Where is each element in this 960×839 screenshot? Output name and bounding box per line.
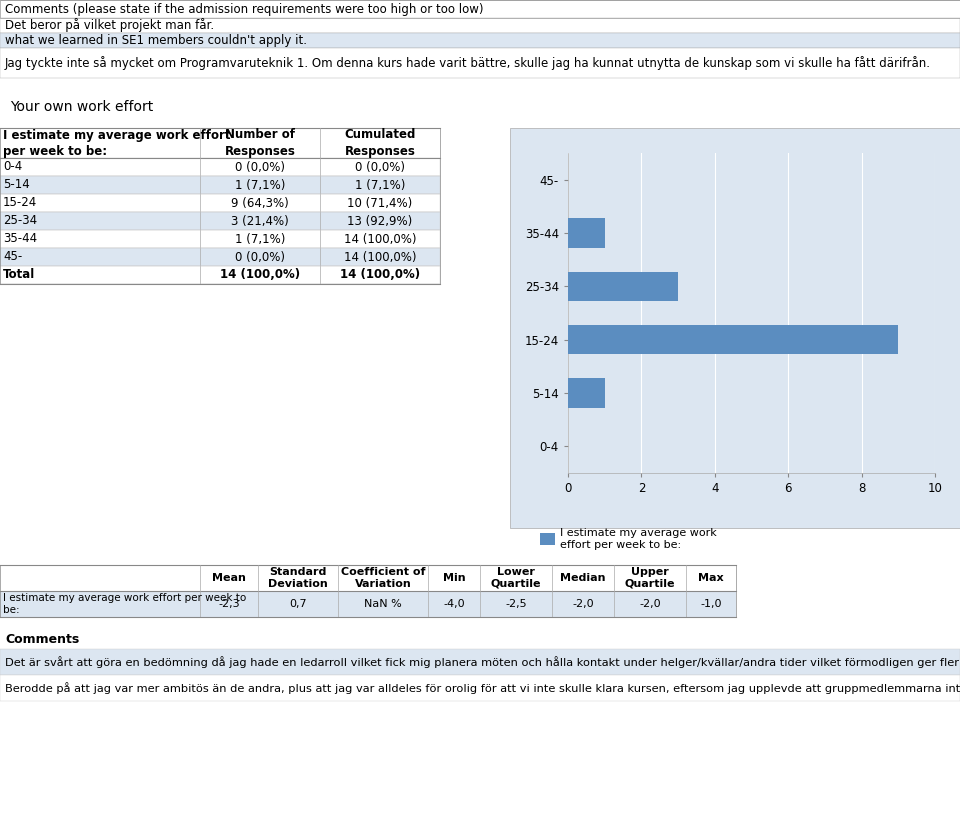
Bar	[568, 218, 605, 248]
Text: I estimate my average work
effort per week to be:: I estimate my average work effort per we…	[560, 528, 717, 550]
Text: Det beror på vilket projekt man får.: Det beror på vilket projekt man får.	[5, 18, 214, 33]
Text: -2,5: -2,5	[505, 599, 527, 609]
Text: 14 (100,0%): 14 (100,0%)	[344, 251, 417, 263]
Text: Jag tyckte inte så mycket om Programvaruteknik 1. Om denna kurs hade varit bättr: Jag tyckte inte så mycket om Programvaru…	[5, 56, 931, 70]
Text: what we learned in SE1 members couldn't apply it.: what we learned in SE1 members couldn't …	[5, 34, 307, 47]
Text: 14 (100,0%): 14 (100,0%)	[344, 232, 417, 246]
Bar	[540, 533, 555, 545]
Bar	[0, 675, 960, 701]
Bar	[0, 591, 736, 617]
Text: 9 (64,3%): 9 (64,3%)	[231, 196, 289, 210]
Text: Berodde på att jag var mer ambitös än de andra, plus att jag var alldeles för or: Berodde på att jag var mer ambitös än de…	[5, 682, 960, 694]
Text: 0 (0,0%): 0 (0,0%)	[355, 160, 405, 174]
Text: Standard
Deviation: Standard Deviation	[268, 567, 328, 589]
Text: -2,3: -2,3	[218, 599, 240, 609]
Text: I estimate my average work effort per week to
be:: I estimate my average work effort per we…	[3, 593, 247, 615]
Text: 5-14: 5-14	[3, 179, 30, 191]
Text: Lower
Quartile: Lower Quartile	[491, 567, 541, 589]
Text: 0 (0,0%): 0 (0,0%)	[235, 160, 285, 174]
Text: NaN %: NaN %	[364, 599, 402, 609]
Text: Min: Min	[443, 573, 466, 583]
Bar	[0, 158, 440, 176]
Bar	[0, 230, 440, 248]
Bar	[0, 212, 440, 230]
Bar	[0, 18, 960, 33]
Text: 14 (100,0%): 14 (100,0%)	[220, 268, 300, 282]
Text: Median: Median	[561, 573, 606, 583]
Text: -2,0: -2,0	[572, 599, 594, 609]
Text: Max: Max	[698, 573, 724, 583]
Text: 1 (7,1%): 1 (7,1%)	[355, 179, 405, 191]
Text: Comments (please state if the admission requirements were too high or too low): Comments (please state if the admission …	[5, 3, 484, 15]
Bar	[0, 565, 736, 591]
Text: Total: Total	[3, 268, 36, 282]
Text: 0-4: 0-4	[3, 160, 22, 174]
Text: 1 (7,1%): 1 (7,1%)	[235, 179, 285, 191]
Text: 14 (100,0%): 14 (100,0%)	[340, 268, 420, 282]
Bar	[0, 0, 960, 18]
Bar	[568, 272, 678, 301]
Text: Comments: Comments	[5, 633, 80, 646]
Text: 45-: 45-	[3, 251, 22, 263]
Bar	[0, 48, 960, 78]
Bar	[0, 649, 960, 675]
Text: 1 (7,1%): 1 (7,1%)	[235, 232, 285, 246]
Bar	[0, 266, 440, 284]
Text: 0 (0,0%): 0 (0,0%)	[235, 251, 285, 263]
Text: 0,7: 0,7	[289, 599, 307, 609]
Text: 10 (71,4%): 10 (71,4%)	[348, 196, 413, 210]
Text: Mean: Mean	[212, 573, 246, 583]
Text: Coefficient of
Variation: Coefficient of Variation	[341, 567, 425, 589]
Text: -4,0: -4,0	[444, 599, 465, 609]
Text: Your own work effort: Your own work effort	[10, 100, 154, 114]
Text: 15-24: 15-24	[3, 196, 37, 210]
Text: -1,0: -1,0	[700, 599, 722, 609]
Bar	[0, 194, 440, 212]
Text: Cumulated
Responses: Cumulated Responses	[345, 128, 416, 158]
Bar	[0, 176, 440, 194]
Text: Number of
Responses: Number of Responses	[225, 128, 296, 158]
Text: Upper
Quartile: Upper Quartile	[625, 567, 675, 589]
Text: Det är svårt att göra en bedömning då jag hade en ledarroll vilket fick mig plan: Det är svårt att göra en bedömning då ja…	[5, 656, 960, 668]
Bar	[568, 378, 605, 408]
Text: 35-44: 35-44	[3, 232, 37, 246]
Bar	[0, 248, 440, 266]
Bar	[0, 128, 440, 158]
Text: 13 (92,9%): 13 (92,9%)	[348, 215, 413, 227]
Text: 25-34: 25-34	[3, 215, 37, 227]
Bar	[568, 325, 899, 354]
Text: I estimate my average work effort
per week to be:: I estimate my average work effort per we…	[3, 128, 230, 158]
Text: -2,0: -2,0	[639, 599, 660, 609]
Bar	[0, 33, 960, 48]
Text: 3 (21,4%): 3 (21,4%)	[231, 215, 289, 227]
Bar	[510, 128, 960, 528]
